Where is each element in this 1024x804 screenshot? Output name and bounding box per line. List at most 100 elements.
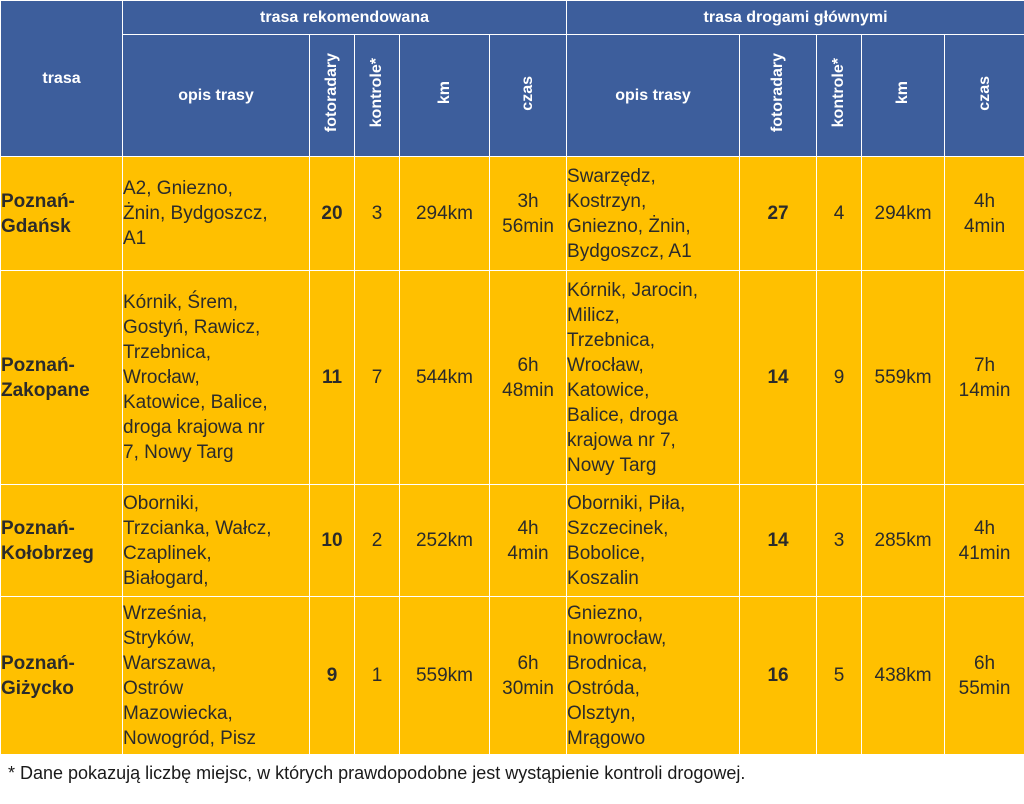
main-description-line: Milicz, — [567, 304, 620, 326]
main-description-line: Olsztyn, — [567, 702, 636, 724]
header-main-opis-trasy: opis trasy — [566, 34, 741, 157]
header-trasa: trasa — [0, 0, 123, 157]
rec-description-line: Żnin, Bydgoszcz, — [123, 203, 268, 224]
rec-description-line: Mazowiecka, — [123, 702, 233, 724]
header-main-km: km — [861, 34, 946, 157]
routes-table: trasa trasa rekomendowana trasa drogami … — [0, 0, 1024, 755]
rec-kontrole-cell: 3 — [354, 156, 400, 271]
rec-description-cell: Oborniki, Trzcianka, Wałcz, Czaplinek, Biał… — [122, 484, 310, 597]
rec-description-line: 7, Nowy Targ — [123, 442, 234, 463]
main-czas-cell: 4h 41min — [944, 484, 1024, 597]
rec-description-line: A1 — [123, 228, 147, 249]
rec-fotoradary-cell: 11 — [309, 270, 355, 485]
main-fotoradary-cell: 14 — [739, 484, 818, 597]
rec-fotoradary-cell: 10 — [309, 484, 355, 597]
main-km-cell: 438km — [861, 596, 946, 755]
route-name-line: Zakopane — [1, 379, 90, 401]
route-name-line: Gdańsk — [1, 215, 71, 237]
rec-description-cell: Września, Stryków, Warszawa, Ostrów Mazowiec… — [122, 596, 310, 755]
route-name-cell: Poznań- Gdańsk — [0, 156, 123, 271]
rec-czas-line: 4h — [517, 517, 539, 539]
rec-fotoradary-cell: 20 — [309, 156, 355, 271]
main-czas-cell: 4h 4min — [944, 156, 1024, 271]
rec-description-line: Wrocław, — [123, 367, 200, 388]
main-description-cell: Swarzędz, Kostrzyn, Gniezno, Żnin, Bydgoszc… — [566, 156, 741, 271]
main-kontrole-cell: 3 — [816, 484, 863, 597]
rec-czas-line: 4min — [507, 542, 549, 564]
main-czas-line: 7h — [973, 354, 996, 376]
rec-description-line: Trzebnica, — [123, 342, 211, 363]
main-czas-cell: 7h 14min — [944, 270, 1024, 485]
route-name-line: Poznań- — [1, 517, 75, 539]
main-description-line: Szczecinek, — [567, 517, 669, 539]
header-main-fotoradary: fotoradary — [739, 34, 818, 157]
rec-czas-line: 48min — [502, 379, 554, 401]
header-group-main-roads: trasa drogami głównymi — [566, 0, 1024, 35]
main-description-cell: Kórnik, Jarocin, Milicz, Trzebnica, Wrocław… — [566, 270, 741, 485]
rec-description-line: droga krajowa nr — [123, 417, 265, 438]
main-description-line: Wrocław, — [567, 354, 644, 376]
rec-description-line: A2, Gniezno, — [123, 178, 233, 199]
header-main-czas: czas — [944, 34, 1024, 157]
main-kontrole-cell: 9 — [816, 270, 863, 485]
route-name-cell: Poznań- Kołobrzeg — [0, 484, 123, 597]
rec-description-line: Stryków, — [123, 627, 195, 649]
main-description-line: krajowa nr 7, — [567, 429, 676, 451]
rec-czas-cell: 4h 4min — [488, 484, 568, 597]
header-rec-czas: czas — [488, 34, 568, 157]
rec-kontrole-cell: 1 — [354, 596, 400, 755]
main-czas-cell: 6h 55min — [944, 596, 1024, 755]
route-name-cell: Poznań- Giżycko — [0, 596, 123, 755]
main-description-line: Kórnik, Jarocin, — [567, 279, 698, 301]
rec-czas-line: 3h — [517, 190, 539, 212]
main-km-cell: 285km — [861, 484, 946, 597]
rec-description-line: Kórnik, Śrem, — [123, 292, 239, 313]
route-name-line: Poznań- — [1, 652, 75, 674]
main-kontrole-cell: 5 — [816, 596, 863, 755]
rec-km-cell: 294km — [399, 156, 490, 271]
rec-km-cell: 559km — [399, 596, 490, 755]
main-czas-line: 4min — [963, 215, 1006, 237]
footnote: * Dane pokazują liczbę miejsc, w których… — [8, 763, 746, 783]
rec-description-line: Trzcianka, Wałcz, — [123, 517, 272, 539]
rec-km-cell: 252km — [399, 484, 490, 597]
main-description-line: Ostróda, — [567, 677, 640, 699]
header-main-kontrole: kontrole* — [816, 34, 863, 157]
table-row: Poznań- Giżycko Września, Stryków, Warszawa,… — [0, 596, 1024, 755]
rec-description-line: Oborniki, — [123, 492, 200, 514]
rec-description-line: Białogard, — [123, 567, 209, 589]
main-czas-line: 55min — [958, 677, 1011, 699]
rec-kontrole-cell: 7 — [354, 270, 400, 485]
main-fotoradary-cell: 27 — [739, 156, 818, 271]
route-name-line: Kołobrzeg — [1, 542, 94, 564]
main-description-line: Bobolice, — [567, 542, 646, 564]
table-body: Poznań- Gdańsk A2, Gniezno, Żnin, Bydgoszcz… — [0, 156, 1024, 755]
rec-czas-cell: 3h 56min — [488, 156, 568, 271]
header-rec-fotoradary: fotoradary — [309, 34, 355, 157]
route-name-cell: Poznań- Zakopane — [0, 270, 123, 485]
main-kontrole-cell: 4 — [816, 156, 863, 271]
header-rec-km: km — [399, 34, 490, 157]
rec-czas-line: 56min — [502, 215, 554, 237]
table-row: Poznań- Gdańsk A2, Gniezno, Żnin, Bydgoszcz… — [0, 156, 1024, 271]
rec-description-line: Warszawa, — [123, 652, 217, 674]
route-name-line: Poznań- — [1, 354, 75, 376]
route-name-line: Poznań- — [1, 190, 75, 212]
rec-czas-line: 6h — [517, 652, 539, 674]
rec-description-line: Czaplinek, — [123, 542, 212, 564]
rec-description-line: Gostyń, Rawicz, — [123, 317, 261, 338]
main-description-line: Swarzędz, — [567, 165, 656, 187]
main-description-line: Katowice, — [567, 379, 650, 401]
main-fotoradary-cell: 14 — [739, 270, 818, 485]
main-description-line: Balice, droga — [567, 404, 678, 426]
rec-czas-line: 6h — [517, 354, 539, 376]
main-description-line: Oborniki, Piła, — [567, 492, 686, 514]
main-description-line: Mrągowo — [567, 727, 646, 749]
rec-description-line: Nowogród, Pisz — [123, 727, 257, 749]
main-description-line: Trzebnica, — [567, 329, 656, 351]
main-description-line: Nowy Targ — [567, 454, 657, 476]
rec-km-cell: 544km — [399, 270, 490, 485]
main-description-line: Bydgoszcz, A1 — [567, 240, 692, 262]
main-description-line: Gniezno, — [567, 602, 644, 624]
rec-kontrole-cell: 2 — [354, 484, 400, 597]
